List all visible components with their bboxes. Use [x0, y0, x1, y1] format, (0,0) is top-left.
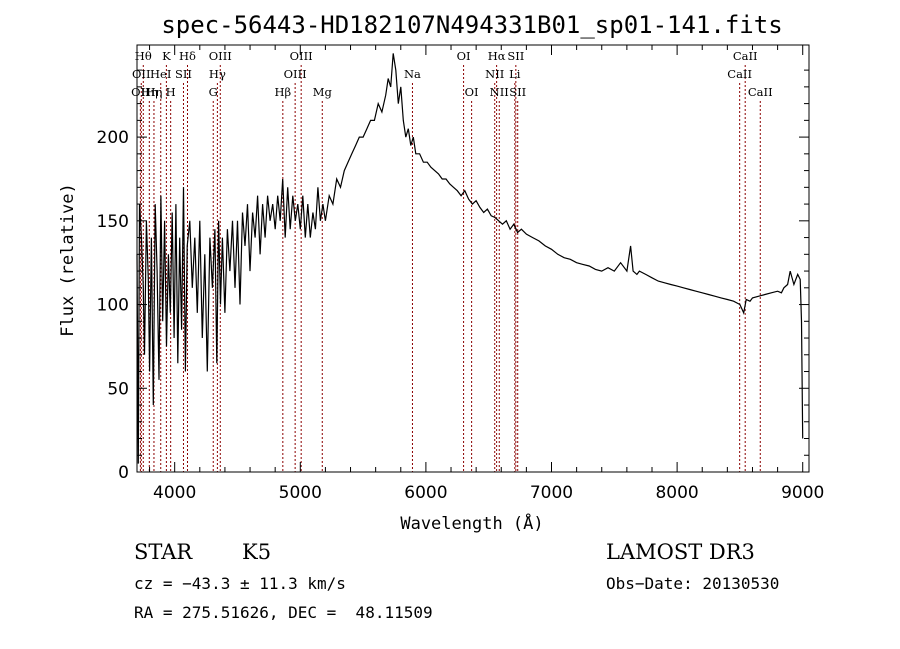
- spectrum-line: [136, 53, 804, 464]
- y-tick-label: 0: [118, 463, 129, 483]
- x-tick-label: 6000: [404, 483, 447, 503]
- line-label-sii: SII: [509, 85, 526, 99]
- x-tick-label: 5000: [279, 483, 322, 503]
- line-label-hβ: Hβ: [274, 85, 291, 99]
- x-axis-ticks: 4000 5000 6000 7000 8000 9000: [149, 45, 824, 503]
- y-tick-label: 100: [97, 296, 129, 316]
- spectral-line-markers: [139, 65, 761, 472]
- x-tick-label: 9000: [781, 483, 824, 503]
- line-label-caii: CaII: [727, 67, 752, 81]
- y-axis-label: Flux (relative): [58, 183, 78, 337]
- line-label-oi: OI: [465, 85, 479, 99]
- line-label-nii: NII: [485, 67, 504, 81]
- line-label-hη: Hη: [141, 85, 158, 99]
- line-label-nii: NII: [490, 85, 509, 99]
- line-label-li: Li: [509, 67, 521, 81]
- line-label-oii: OII: [131, 85, 150, 99]
- line-label-mg: Mg: [313, 85, 333, 99]
- line-label-h: H: [166, 85, 176, 99]
- line-label-sii: SII: [507, 49, 524, 63]
- line-label-oiii: OIII: [284, 67, 307, 81]
- y-tick-label: 200: [97, 128, 129, 148]
- line-label-hθ: Hθ: [135, 49, 152, 63]
- line-label-oi: OI: [457, 49, 471, 63]
- line-label-k: K: [162, 49, 171, 63]
- line-label-hei: HeI: [150, 67, 171, 81]
- line-label-oiii: OIII: [209, 49, 232, 63]
- line-label-oii: OII: [132, 67, 151, 81]
- line-label-hδ: Hδ: [179, 49, 196, 63]
- y-tick-label: 50: [107, 379, 129, 399]
- chart-title: spec-56443-HD182107N494331B01_sp01-141.f…: [161, 11, 782, 39]
- x-axis-label: Wavelength (Å): [400, 512, 543, 534]
- line-label-caii: CaII: [748, 85, 773, 99]
- line-label-hγ: Hγ: [209, 67, 226, 81]
- line-label-sii: SII: [175, 67, 192, 81]
- x-tick-label: 7000: [530, 483, 573, 503]
- line-label-hη: Hη: [145, 85, 162, 99]
- spectral-line-labels: OIIHθOIIHηHηHeIKHSIIHδGHγOIIIHβOIIIOIIIM…: [131, 49, 773, 99]
- y-axis-ticks: 0 50 100 150 200: [97, 69, 809, 483]
- y-tick-label: 150: [97, 212, 129, 232]
- line-label-hα: Hα: [488, 49, 506, 63]
- line-label-caii: CaII: [733, 49, 758, 63]
- object-subclass: K5: [242, 540, 272, 564]
- plot-frame: [136, 44, 810, 473]
- redshift-value: cz = −43.3 ± 11.3 km/s: [134, 574, 346, 593]
- survey-name: LAMOST DR3: [606, 540, 755, 564]
- x-tick-label: 8000: [655, 483, 698, 503]
- line-label-oiii: OIII: [290, 49, 313, 63]
- x-tick-label: 4000: [153, 483, 196, 503]
- coordinates: RA = 275.51626, DEC = 48.11509: [134, 603, 433, 622]
- object-class: STAR: [134, 540, 193, 564]
- line-label-g: G: [209, 85, 218, 99]
- line-label-na: Na: [404, 67, 421, 81]
- observation-date: Obs−Date: 20130530: [606, 574, 780, 593]
